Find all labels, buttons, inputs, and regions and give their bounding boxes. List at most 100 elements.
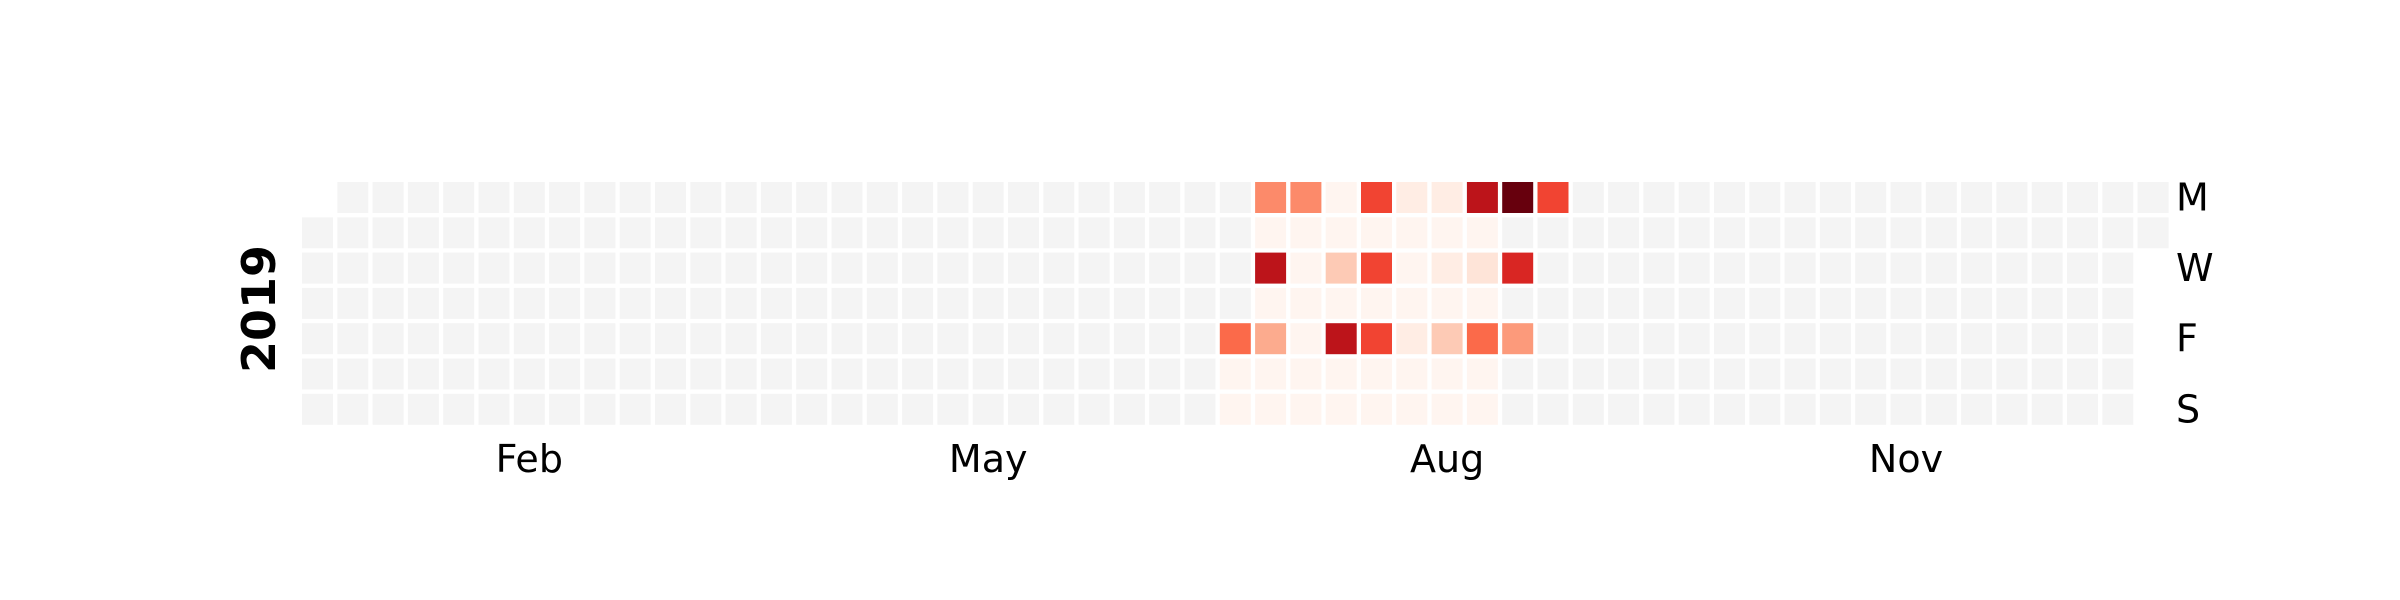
day-cell: 2019-03-09 — [620, 359, 651, 390]
day-cell: 2019-01-17 — [373, 288, 404, 319]
day-cell: 2019-10-30 — [1820, 253, 1851, 284]
day-cell: 2019-04-08 — [796, 182, 827, 213]
day-cell: 2019-10-26 — [1785, 359, 1816, 390]
day-cell: 2019-09-03 — [1538, 217, 1569, 248]
day-cell: 2019-08-14 — [1432, 253, 1463, 284]
day-cell: 2019-06-15 — [1114, 359, 1145, 390]
day-cell: 2019-11-22 — [1926, 323, 1957, 354]
day-cell: 2019-08-21 — [1467, 253, 1498, 284]
day-cell: 2019-10-14 — [1749, 182, 1780, 213]
day-cell: 2019-06-04 — [1079, 217, 1110, 248]
day-cell: 2019-07-07 — [1220, 394, 1251, 425]
day-cell: 2019-08-20 — [1467, 217, 1498, 248]
day-cell: 2019-02-12 — [514, 217, 545, 248]
day-cell: 2019-08-25 — [1467, 394, 1498, 425]
day-cell: 2019-09-29 — [1643, 394, 1674, 425]
day-cell: 2019-11-05 — [1855, 217, 1886, 248]
day-cell: 2019-04-20 — [832, 359, 863, 390]
day-cell: 2019-05-13 — [973, 182, 1004, 213]
day-cell: 2019-11-19 — [1926, 217, 1957, 248]
day-cell: 2019-02-03 — [443, 394, 474, 425]
day-cell: 2019-10-04 — [1679, 323, 1710, 354]
day-cell: 2019-02-28 — [584, 288, 615, 319]
day-cell: 2019-12-27 — [2102, 323, 2133, 354]
day-cell: 2019-05-02 — [902, 288, 933, 319]
day-cell: 2019-07-26 — [1326, 323, 1357, 354]
day-cell: 2019-11-29 — [1961, 323, 1992, 354]
day-cell: 2019-02-14 — [514, 288, 545, 319]
day-cell: 2019-03-23 — [690, 359, 721, 390]
day-cell: 2019-12-06 — [1996, 323, 2027, 354]
day-cell: 2019-05-25 — [1008, 359, 1039, 390]
day-cell: 2019-05-22 — [1008, 253, 1039, 284]
day-cell: 2019-12-14 — [2032, 359, 2063, 390]
day-cell: 2019-03-24 — [690, 394, 721, 425]
day-cell: 2019-11-27 — [1961, 253, 1992, 284]
day-cell: 2019-01-15 — [373, 217, 404, 248]
day-cell: 2019-01-12 — [337, 359, 368, 390]
day-cell: 2019-09-15 — [1573, 394, 1604, 425]
day-cell: 2019-12-01 — [1961, 394, 1992, 425]
day-cell: 2019-06-05 — [1079, 253, 1110, 284]
day-cell: 2019-01-06 — [302, 394, 333, 425]
day-cell: 2019-05-18 — [973, 359, 1004, 390]
day-cell: 2019-07-02 — [1220, 217, 1251, 248]
day-cell: 2019-12-13 — [2032, 323, 2063, 354]
day-cell: 2019-10-20 — [1749, 394, 1780, 425]
day-cell: 2019-10-01 — [1679, 217, 1710, 248]
day-cell: 2019-10-02 — [1679, 253, 1710, 284]
day-cell: 2019-01-16 — [373, 253, 404, 284]
day-cell: 2019-08-03 — [1361, 359, 1392, 390]
day-cell: 2019-04-11 — [796, 288, 827, 319]
day-cell: 2019-03-21 — [690, 288, 721, 319]
day-cell: 2019-07-12 — [1255, 323, 1286, 354]
day-cell: 2019-01-10 — [337, 288, 368, 319]
day-cell: 2019-11-23 — [1926, 359, 1957, 390]
day-cell: 2019-07-18 — [1290, 288, 1321, 319]
day-cell: 2019-09-21 — [1608, 359, 1639, 390]
day-cell: 2019-03-19 — [690, 217, 721, 248]
day-cell: 2019-06-17 — [1149, 182, 1180, 213]
day-cell: 2019-11-07 — [1855, 288, 1886, 319]
day-cell: 2019-01-05 — [302, 359, 333, 390]
day-cell: 2019-06-18 — [1149, 217, 1180, 248]
day-cell: 2019-08-07 — [1396, 253, 1427, 284]
day-cell: 2019-03-01 — [584, 323, 615, 354]
day-cell: 2019-05-01 — [902, 253, 933, 284]
day-cell: 2019-09-25 — [1643, 253, 1674, 284]
day-cell: 2019-02-04 — [479, 182, 510, 213]
day-cell: 2019-09-12 — [1573, 288, 1604, 319]
day-cell: 2019-12-15 — [2032, 394, 2063, 425]
day-cell: 2019-08-15 — [1432, 288, 1463, 319]
day-cell: 2019-12-04 — [1996, 253, 2027, 284]
day-cell: 2019-05-08 — [937, 253, 968, 284]
day-cell: 2019-03-28 — [726, 288, 757, 319]
day-cell: 2019-11-12 — [1891, 217, 1922, 248]
day-cell: 2019-11-08 — [1855, 323, 1886, 354]
day-cell: 2019-07-08 — [1255, 182, 1286, 213]
day-cell: 2019-12-21 — [2067, 359, 2098, 390]
day-cell: 2019-01-09 — [337, 253, 368, 284]
day-cell: 2019-06-20 — [1149, 288, 1180, 319]
day-cell: 2019-07-14 — [1255, 394, 1286, 425]
day-cell: 2019-02-01 — [443, 323, 474, 354]
day-cell: 2019-02-09 — [479, 359, 510, 390]
day-cell: 2019-05-27 — [1043, 182, 1074, 213]
day-cell: 2019-11-15 — [1891, 323, 1922, 354]
day-cell: 2019-02-15 — [514, 323, 545, 354]
day-cell: 2019-04-13 — [796, 359, 827, 390]
day-cell: 2019-03-31 — [726, 394, 757, 425]
day-cell: 2019-05-31 — [1043, 323, 1074, 354]
day-cell: 2019-06-29 — [1185, 359, 1216, 390]
day-cell: 2019-03-16 — [655, 359, 686, 390]
day-cell: 2019-09-20 — [1608, 323, 1639, 354]
day-cell: 2019-06-02 — [1043, 394, 1074, 425]
day-cell: 2019-05-26 — [1008, 394, 1039, 425]
day-cell: 2019-02-16 — [514, 359, 545, 390]
day-cell: 2019-10-31 — [1820, 288, 1851, 319]
day-cell: 2019-11-30 — [1961, 359, 1992, 390]
day-cell: 2019-03-15 — [655, 323, 686, 354]
day-cell: 2019-09-28 — [1643, 359, 1674, 390]
day-cell: 2019-01-19 — [373, 359, 404, 390]
